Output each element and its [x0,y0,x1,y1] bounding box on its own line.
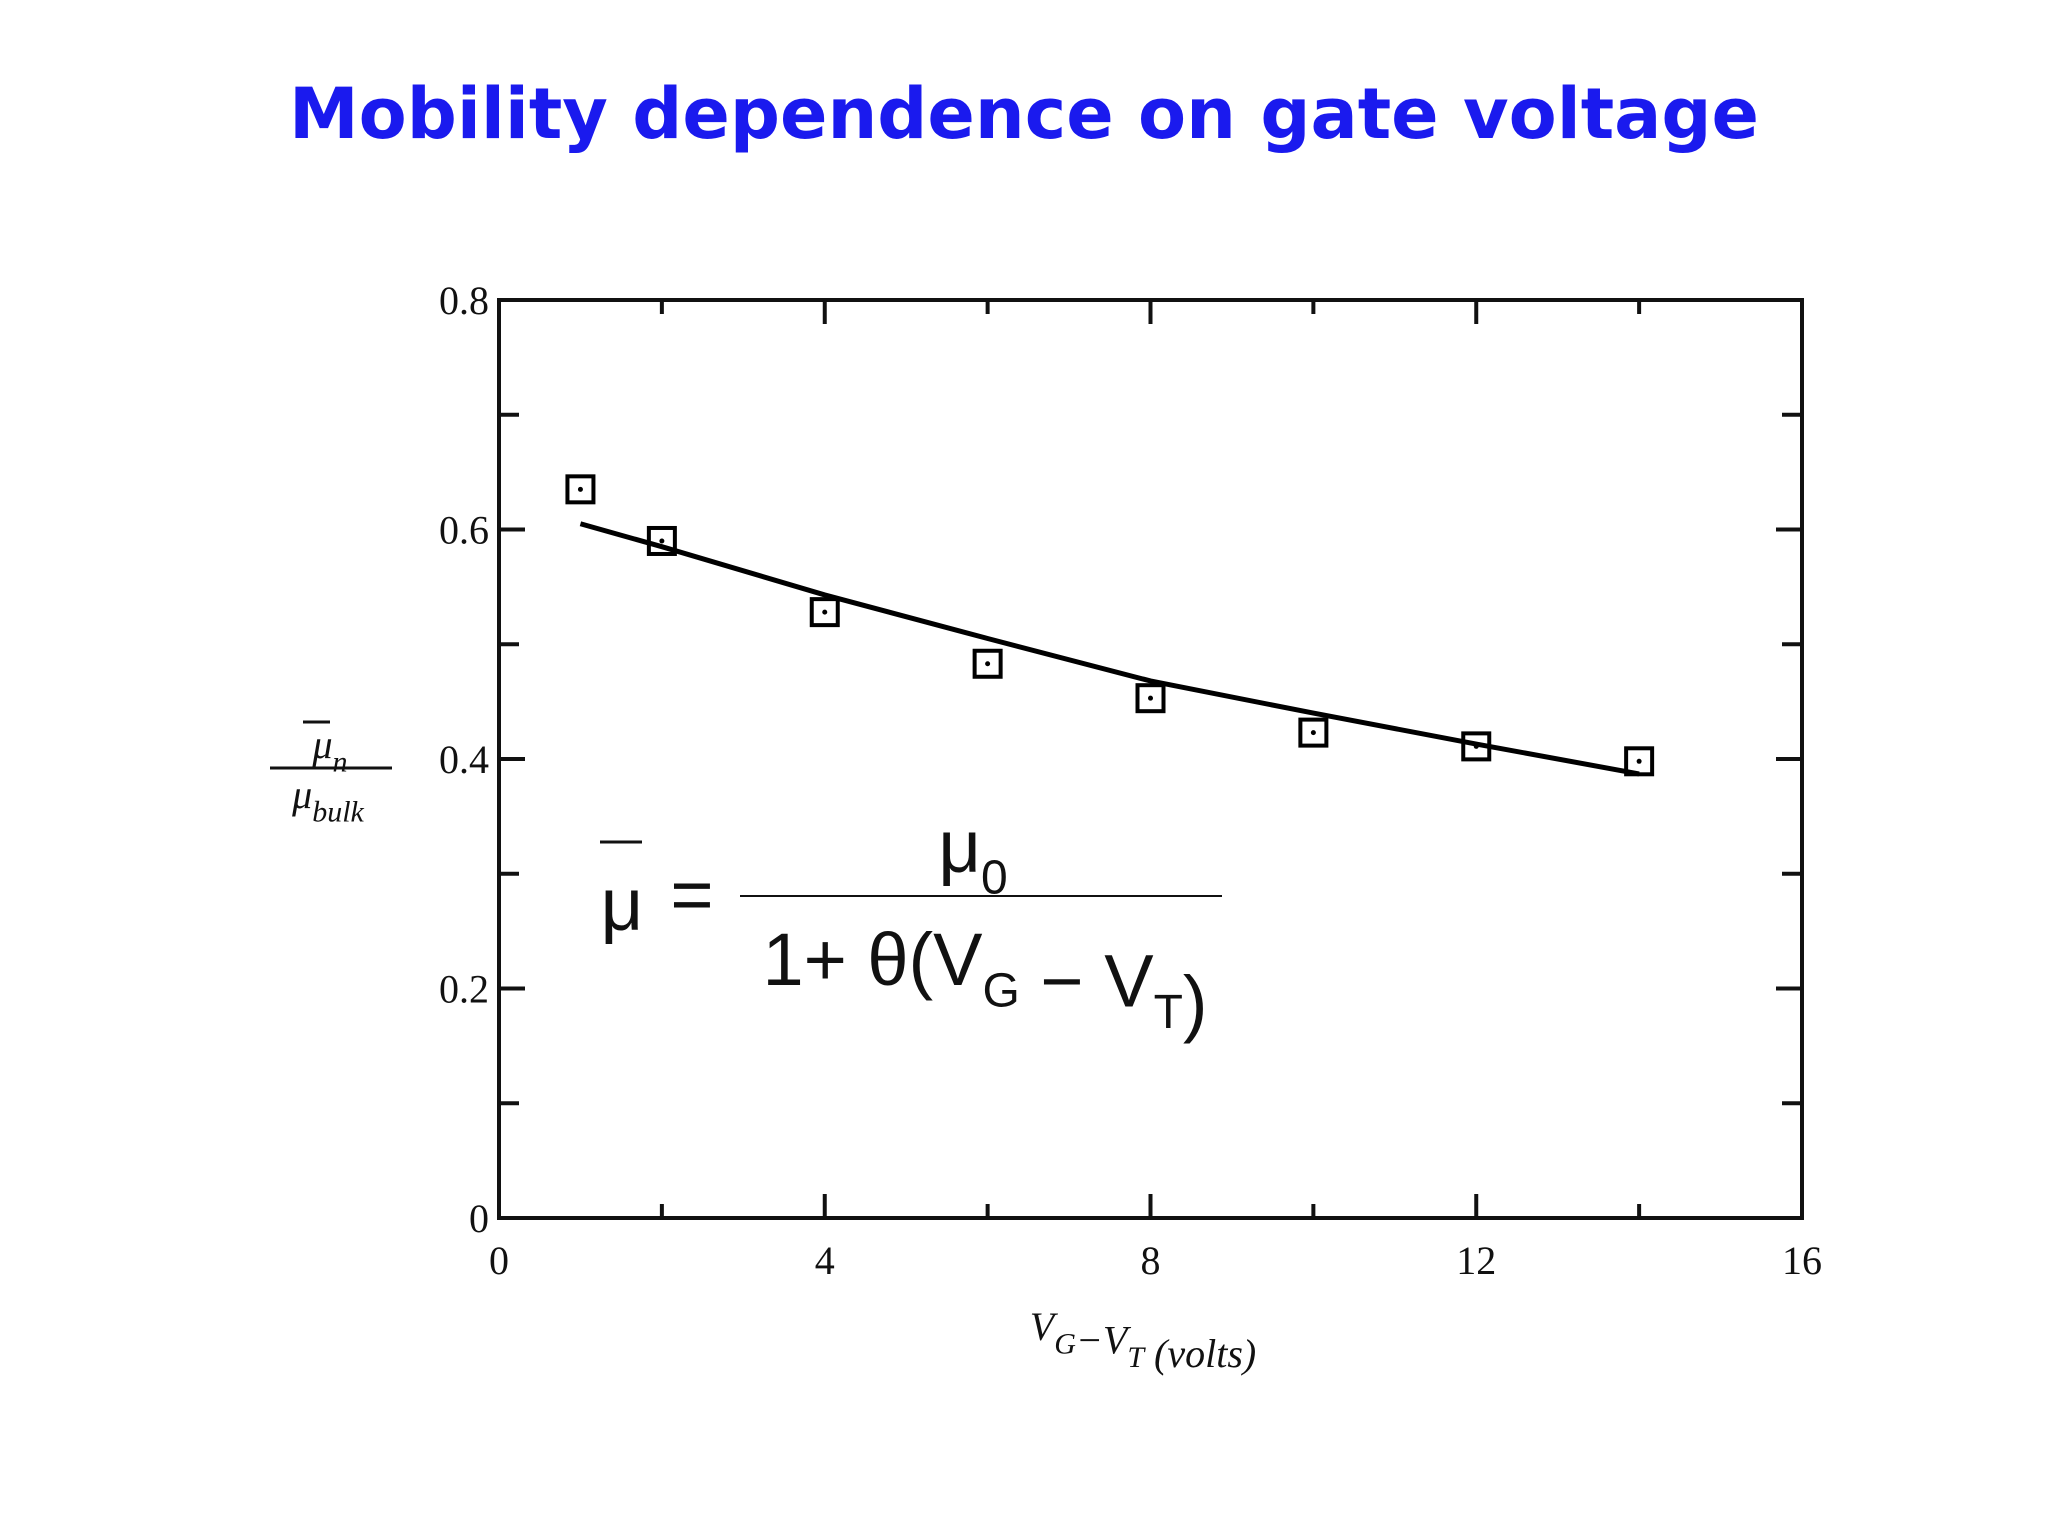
y-axis-label-numerator: μn [311,722,347,779]
slide-title: Mobility dependence on gate voltage [289,73,1759,155]
text-part: ) [1183,961,1208,1044]
x-tick-label: 8 [1141,1238,1161,1283]
text-sub: T [1154,986,1183,1039]
marker-dot [1636,758,1642,764]
x-axis-label: VG−VT (volts) [1030,1304,1256,1376]
text-base: V [1104,940,1154,1023]
text-part: 1+ θ( [762,918,933,1001]
marker-dot [577,486,583,492]
text-part: − [1076,1318,1103,1363]
marker-dot [985,661,991,667]
marker-dot [659,538,665,544]
plot-frame [497,298,1804,1220]
marker-dot [1310,730,1316,736]
data-point [1298,717,1329,748]
x-tick-label: 16 [1782,1238,1822,1283]
y-tick-label: 0.4 [439,737,489,782]
data-point [972,648,1003,679]
fit-curve [579,521,1640,777]
marker-dot [822,609,828,615]
data-point [646,525,677,556]
text-part: − [1020,940,1104,1023]
y-axis-label-denominator: μbulk [291,772,364,829]
text-base: V [1103,1318,1132,1363]
x-tick-label: 12 [1456,1238,1496,1283]
y-tick-label: 0.2 [439,967,489,1012]
text-sub: G [1054,1328,1076,1361]
data-point [1135,683,1166,714]
text-base: μ [938,805,981,888]
y-tick-label: 0 [469,1196,489,1241]
data-point [565,474,596,505]
text-sub: n [333,746,348,779]
text-base: μ [291,772,312,817]
text-base: V [1030,1304,1059,1349]
text-part: (volts) [1144,1331,1256,1376]
marker-square [1298,717,1329,748]
text-base: μ [311,722,332,767]
formula-denominator: 1+ θ(VG − VT) [762,918,1207,1044]
formula-lhs: μ [601,863,644,946]
formula-numerator: μ0 [938,805,1007,905]
text-sub: T [1127,1341,1146,1374]
y-tick-label: 0.8 [439,278,489,323]
text-sub: G [983,965,1020,1018]
x-tick-label: 4 [815,1238,835,1283]
data-point [1624,746,1655,777]
marker-dot [1148,695,1153,701]
y-tick-label: 0.6 [439,508,489,553]
text-sub: bulk [312,796,364,829]
text-base: V [933,918,983,1001]
x-tick-label: 0 [489,1238,509,1283]
marker-square [565,474,596,505]
formula-relation: = [670,853,713,936]
data-point [809,597,840,628]
